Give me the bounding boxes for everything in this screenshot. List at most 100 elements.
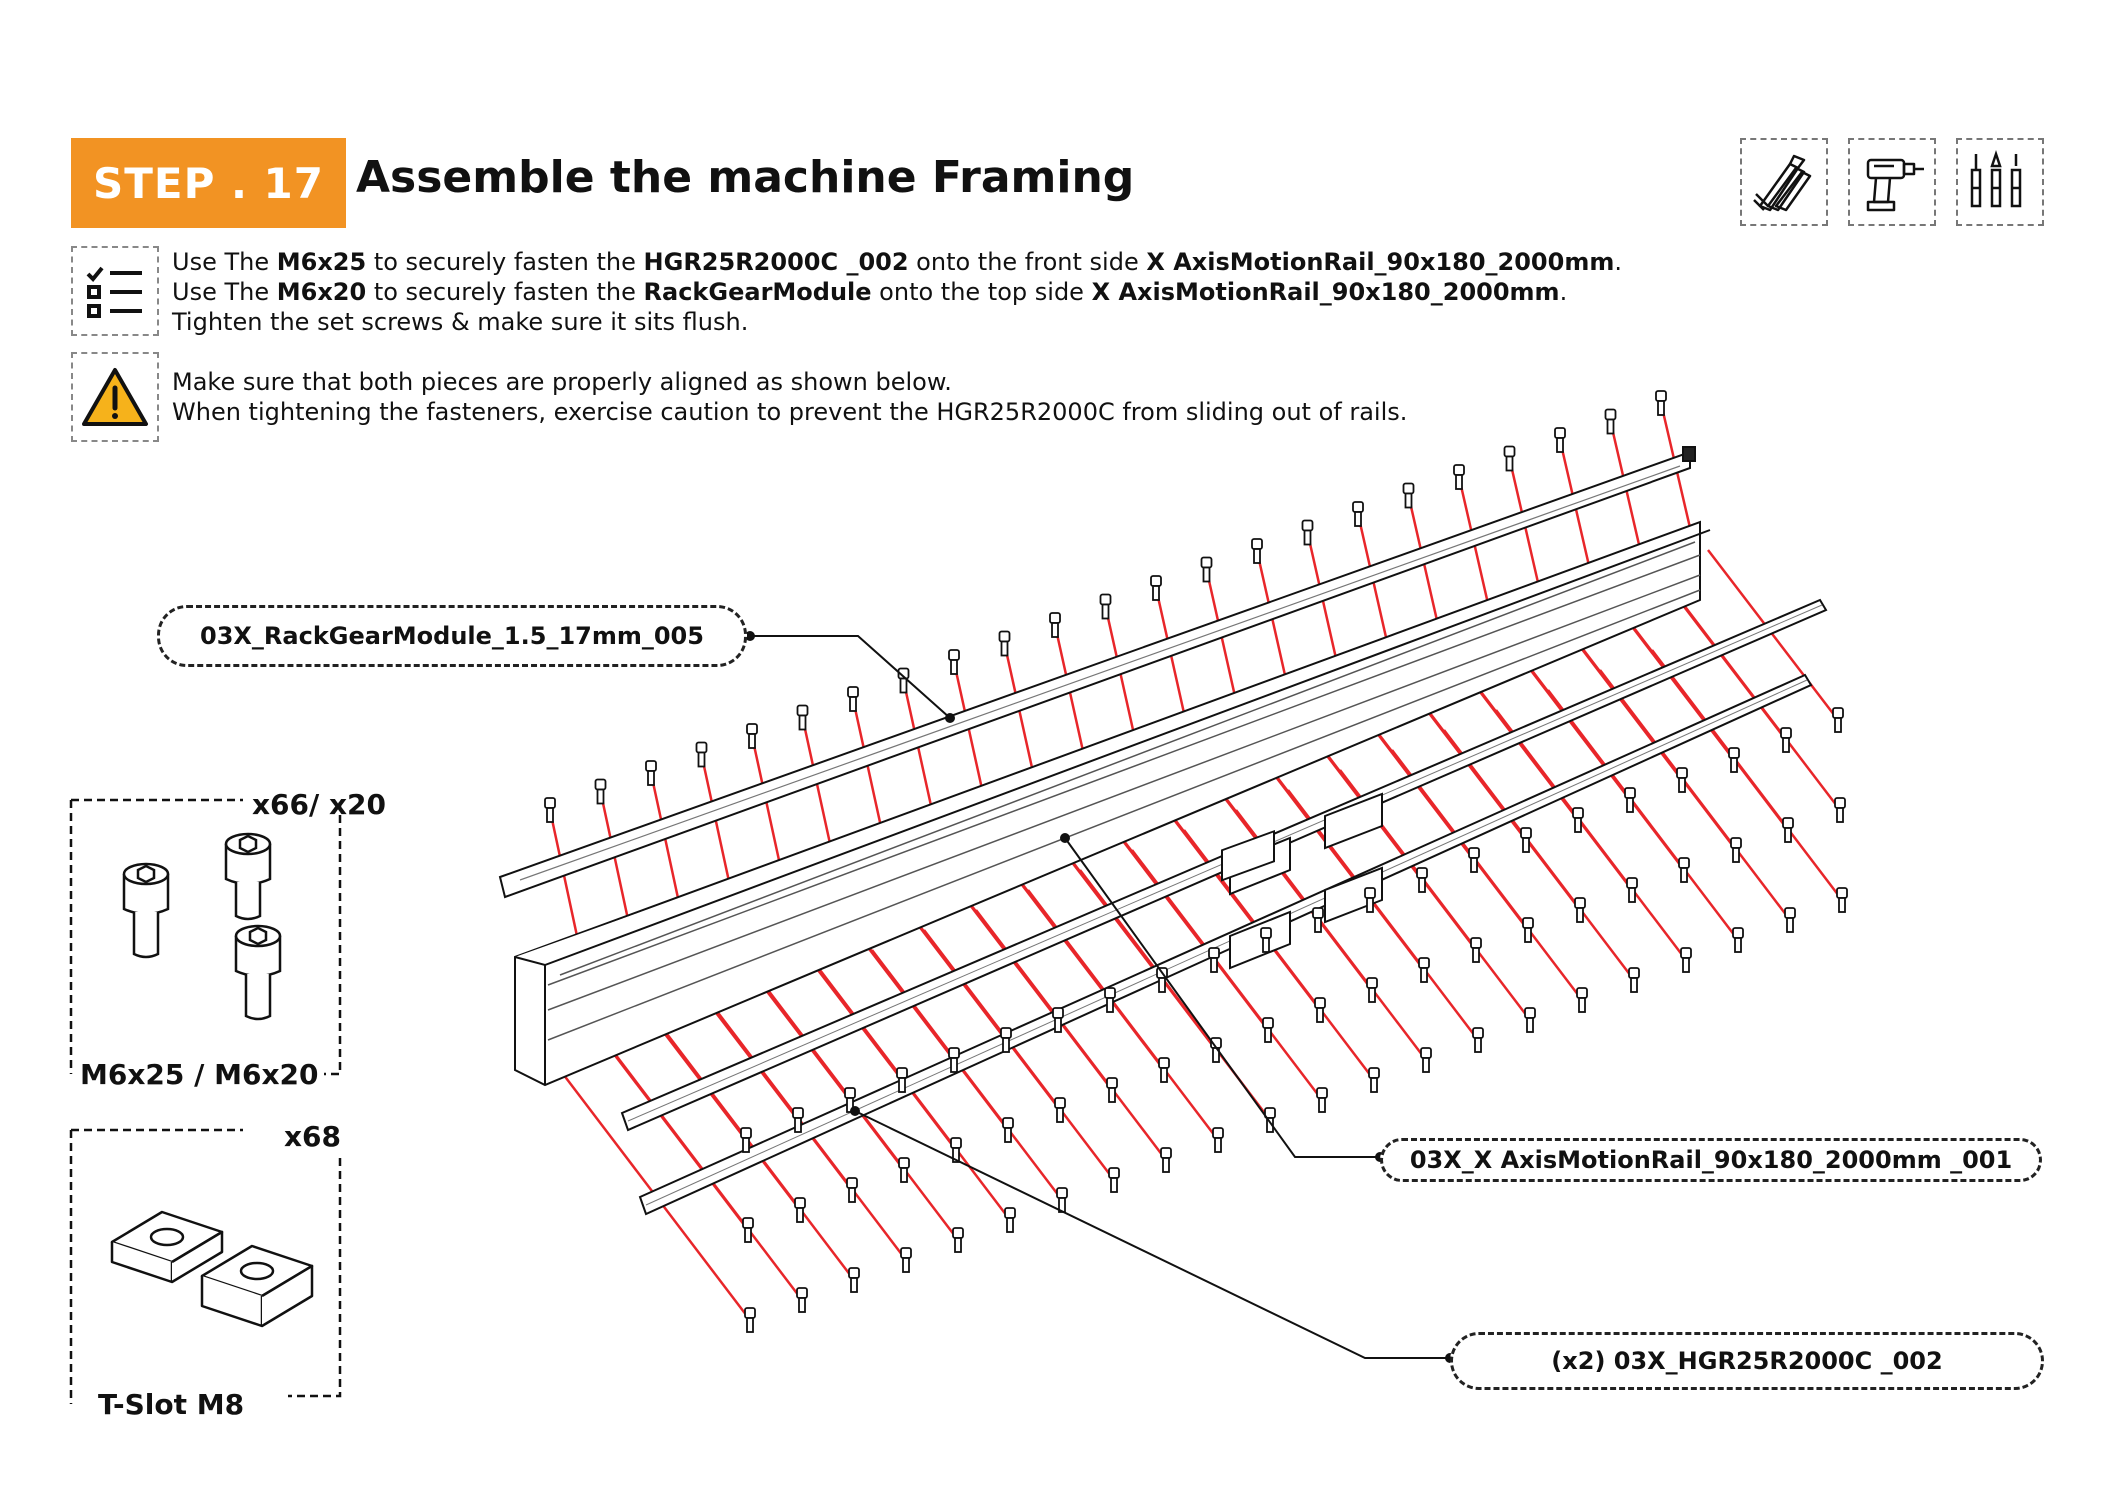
top-screw: [1049, 612, 1061, 638]
front-screw: [1316, 1087, 1328, 1113]
warning-line-2: When tightening the fasteners, exercise …: [172, 398, 1408, 426]
front-screw: [1628, 967, 1640, 993]
front-screw: [1314, 997, 1326, 1023]
front-screw: [948, 1047, 960, 1073]
front-screw: [1784, 907, 1796, 933]
tslot-name: T-Slot M8: [98, 1388, 245, 1421]
front-screw: [1416, 867, 1428, 893]
top-screw: [544, 797, 556, 823]
linear-carriage-blocks: [1221, 792, 1383, 970]
front-screw: [1054, 1097, 1066, 1123]
warning-text: Make sure that both pieces are properly …: [172, 367, 1407, 427]
front-screw: [1574, 897, 1586, 923]
power-drill-icon: [1848, 138, 1936, 226]
top-screw: [1251, 538, 1263, 564]
front-screw: [1366, 977, 1378, 1003]
front-screw: [744, 1307, 756, 1333]
front-screw: [740, 1127, 752, 1153]
front-screw: [1732, 927, 1744, 953]
top-screw: [1655, 390, 1667, 416]
warning-line-1: Make sure that both pieces are properly …: [172, 368, 952, 396]
front-screw: [846, 1177, 858, 1203]
front-screw: [1524, 1007, 1536, 1033]
front-screw: [1624, 787, 1636, 813]
front-screw: [1056, 1187, 1068, 1213]
top-screw: [594, 778, 607, 805]
instruction-line-3: Tighten the set screws & make sure it si…: [172, 308, 749, 336]
front-screw: [1832, 707, 1844, 733]
front-screw: [1572, 807, 1584, 833]
top-screw: [1150, 575, 1162, 601]
warning-triangle-icon: [71, 352, 159, 442]
front-screw: [1158, 1057, 1170, 1083]
rack-gear-module: [498, 446, 1696, 899]
rail-leader-line: [1064, 837, 1380, 1158]
front-screw: [1678, 857, 1690, 883]
allen-key-set-icon: [1740, 138, 1828, 226]
front-screw: [1780, 727, 1792, 753]
front-screw: [950, 1137, 962, 1163]
front-screw: [1420, 1047, 1432, 1073]
front-screw: [794, 1197, 806, 1223]
front-screw: [1108, 1167, 1120, 1193]
top-screw: [1301, 519, 1314, 546]
top-screw: [1554, 427, 1566, 453]
front-screw: [1364, 887, 1376, 913]
front-screw: [1782, 817, 1794, 843]
front-screw: [1680, 947, 1692, 973]
front-screw: [896, 1067, 908, 1093]
tslot-quantity: x68: [284, 1120, 342, 1153]
page-title: Assemble the machine Framing: [356, 152, 1135, 203]
x-axis-motion-rail: [514, 520, 1711, 1087]
top-screw: [695, 741, 708, 768]
front-screw: [1418, 957, 1430, 983]
screws-name: M6x25 / M6x20: [80, 1058, 319, 1091]
front-screw: [1472, 1027, 1484, 1053]
top-screw: [948, 649, 960, 675]
front-screw: [1212, 1127, 1224, 1153]
front-screw: [1106, 1077, 1118, 1103]
hgr-leader-line: [854, 1110, 1450, 1359]
step-badge: STEP . 17: [71, 138, 346, 228]
top-screw: [1503, 445, 1516, 472]
front-screw: [1470, 937, 1482, 963]
top-screw: [847, 686, 859, 712]
screws-panel: [69, 798, 342, 1076]
front-screw: [1728, 747, 1740, 773]
top-screw: [1402, 482, 1415, 509]
front-screw: [1836, 887, 1848, 913]
front-screw: [848, 1267, 860, 1293]
front-screw: [1676, 767, 1688, 793]
screwdriver-bits-icon: [1956, 138, 2044, 226]
front-screw: [1052, 1007, 1064, 1033]
hgr-linear-rail-bottom: [638, 673, 1813, 1216]
front-screw: [1312, 907, 1324, 933]
instruction-line-2: Use The M6x20 to securely fasten the Rac…: [172, 278, 1568, 306]
top-screw: [998, 630, 1011, 657]
front-screw: [900, 1247, 912, 1273]
front-screws: [740, 707, 1848, 1333]
t-slot-nut-icon: [110, 1210, 314, 1328]
front-screw: [1104, 987, 1116, 1013]
instruction-list: Use The M6x25 to securely fasten the HGR…: [172, 247, 1622, 337]
front-screw: [898, 1157, 910, 1183]
socket-head-screw-icon: [122, 832, 282, 1021]
front-screw: [796, 1287, 808, 1313]
top-screw: [897, 667, 910, 694]
front-screw: [1002, 1117, 1014, 1143]
front-screw: [1208, 947, 1220, 973]
front-screw: [952, 1227, 964, 1253]
top-screw: [1604, 408, 1617, 435]
front-screw: [1834, 797, 1846, 823]
top-screw: [1200, 556, 1213, 583]
top-screw: [1352, 501, 1364, 527]
callout-hgr-rail: (x2) 03X_HGR25R2000C _002: [1450, 1332, 2044, 1390]
tslot-panel: [69, 1128, 342, 1404]
front-screw: [1468, 847, 1480, 873]
front-screw: [1626, 877, 1638, 903]
front-screw: [792, 1107, 804, 1133]
front-screw: [844, 1087, 856, 1113]
instruction-line-1: Use The M6x25 to securely fasten the HGR…: [172, 248, 1622, 276]
top-screw: [746, 723, 758, 749]
